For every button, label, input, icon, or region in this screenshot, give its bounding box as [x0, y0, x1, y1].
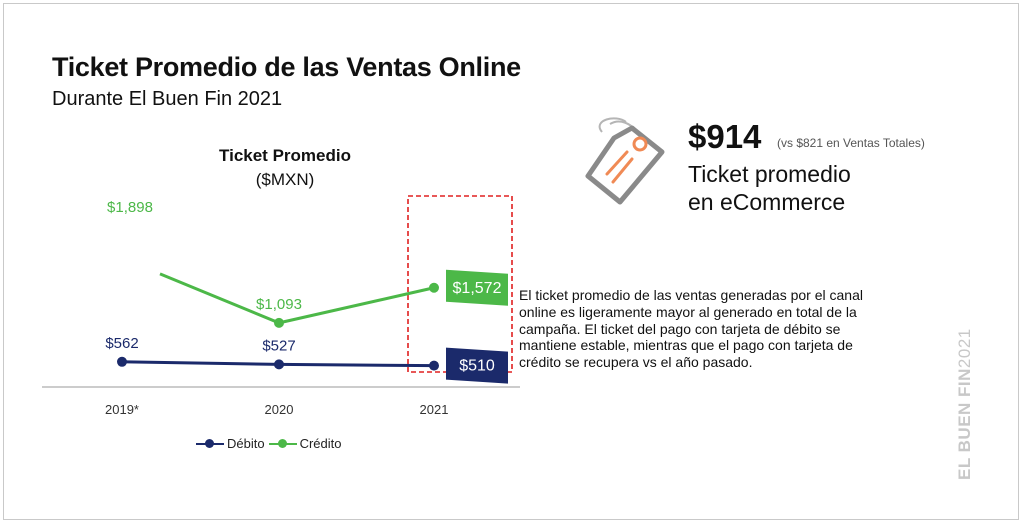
data-label-credito-2020: $1,093 — [256, 296, 302, 313]
label-flag-debito — [446, 347, 508, 384]
chart-title: Ticket Promedio — [219, 146, 351, 165]
data-label-debito-2021: $510 — [459, 358, 495, 375]
point-debito-2020 — [274, 359, 284, 370]
legend-item-credito: Crédito — [268, 436, 342, 451]
kpi-value: $914 — [688, 118, 762, 155]
legend-label-debito: Débito — [227, 436, 265, 451]
data-label-debito-2019: $562 — [105, 335, 138, 352]
x-tick-2021: 2021 — [420, 402, 449, 417]
watermark-bold: EL BUEN FIN — [955, 368, 974, 480]
data-label-credito-2021: $1,572 — [453, 280, 502, 297]
kpi-comparison: (vs $821 en Ventas Totales) — [777, 136, 925, 150]
watermark-year: 2021 — [955, 328, 974, 369]
kpi-description-line1: Ticket promedio — [688, 161, 851, 187]
label-flag-credito — [446, 269, 508, 306]
brand-watermark: EL BUEN FIN2021 — [955, 328, 975, 480]
slide-frame — [3, 3, 1019, 520]
kpi-description: Ticket promedio en eCommerce — [688, 160, 948, 216]
summary-paragraph: El ticket promedio de las ventas generad… — [519, 287, 863, 371]
page-subtitle: Durante El Buen Fin 2021 — [52, 88, 283, 110]
legend-swatch-debito — [196, 438, 224, 448]
data-label-debito-2020: $527 — [262, 337, 295, 354]
price-tag-icon — [585, 117, 665, 205]
point-debito-2019 — [117, 356, 127, 367]
point-debito-2021 — [429, 360, 439, 371]
legend-label-credito: Crédito — [299, 436, 342, 451]
point-credito-2020 — [274, 317, 284, 328]
point-credito-2021 — [429, 282, 439, 293]
x-tick-2020: 2020 — [265, 402, 294, 417]
chart-legend: Débito Crédito — [196, 436, 342, 451]
line-chart: $562 $527 $510 $1,898 $1,093 $1,572 2019* 2020… — [42, 195, 520, 417]
legend-item-debito: Débito — [196, 436, 265, 451]
chart-subtitle: ($MXN) — [255, 170, 315, 189]
page-title: Ticket Promedio de las Ventas Online — [52, 52, 521, 82]
x-tick-2019: 2019* — [105, 402, 139, 417]
legend-swatch-credito — [268, 438, 297, 448]
kpi-description-line2: en eCommerce — [688, 189, 846, 215]
data-label-credito-2019: $1,898 — [107, 199, 153, 216]
